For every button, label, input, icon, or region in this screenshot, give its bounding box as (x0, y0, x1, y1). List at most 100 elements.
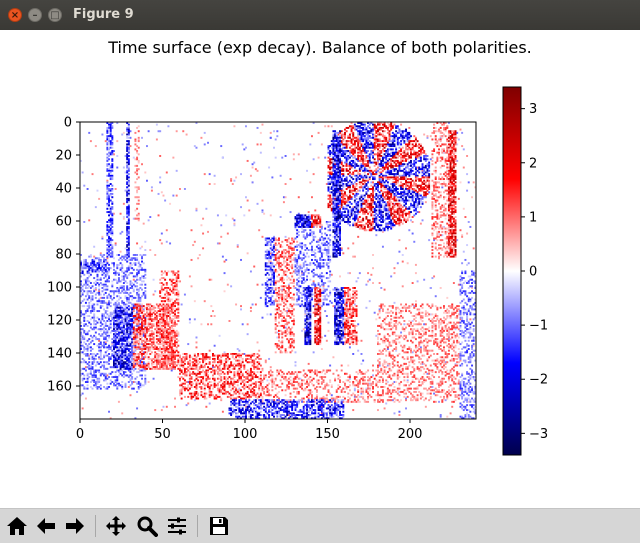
heatmap-cell (289, 178, 292, 181)
heatmap-cell (84, 262, 87, 265)
heatmap-cell (104, 265, 107, 268)
heatmap-cell (170, 280, 173, 283)
heatmap-cell (126, 232, 129, 235)
heatmap-cell (273, 235, 275, 238)
heatmap-cell (246, 199, 249, 202)
heatmap-cell (274, 328, 277, 331)
heatmap-cell (129, 361, 132, 364)
heatmap-cell (101, 316, 104, 319)
heatmap-cell (286, 296, 289, 299)
heatmap-cell (122, 217, 125, 220)
heatmap-cell (101, 313, 104, 316)
heatmap-cell (301, 222, 304, 225)
heatmap-cell (327, 295, 330, 298)
heatmap-cell (144, 379, 147, 382)
heatmap-cell (172, 278, 175, 281)
heatmap-cell (81, 265, 84, 268)
heatmap-cell (84, 354, 87, 357)
heatmap-cell (113, 278, 115, 281)
heatmap-cell (365, 128, 368, 131)
heatmap-cell (141, 341, 143, 344)
heatmap-cell (154, 316, 157, 319)
heatmap-cell (273, 273, 275, 276)
heatmap-cell (98, 263, 101, 266)
heatmap-cell (373, 136, 376, 139)
heatmap-cell (400, 136, 403, 139)
heatmap-cell (266, 280, 269, 283)
heatmap-cell (86, 353, 89, 355)
heatmap-cell (147, 348, 150, 350)
heatmap-cell (269, 291, 272, 294)
heatmap-cell (126, 338, 129, 341)
heatmap-cell (353, 303, 356, 306)
heatmap-cell (294, 361, 297, 364)
heatmap-cell (165, 305, 168, 308)
heatmap-cell (167, 336, 170, 339)
heatmap-cell (284, 265, 287, 268)
heatmap-cell (273, 239, 275, 242)
heatmap-cell (319, 285, 322, 288)
heatmap-cell (121, 275, 124, 278)
heatmap-cell (172, 194, 175, 197)
heatmap-cell (134, 262, 137, 265)
figure-canvas[interactable]: Time surface (exp decay). Balance of bot… (0, 30, 640, 508)
heatmap-cell (94, 331, 97, 334)
heatmap-cell (121, 313, 124, 316)
maximize-window-button[interactable]: □ (48, 8, 62, 22)
close-window-button[interactable]: × (8, 8, 22, 22)
heatmap-cell (144, 318, 147, 321)
heatmap-cell (122, 339, 125, 342)
heatmap-cell (372, 150, 374, 152)
heatmap-cell (160, 367, 163, 370)
heatmap-cell (103, 265, 106, 268)
heatmap-cell (411, 232, 414, 235)
minimize-window-button[interactable]: – (28, 8, 42, 22)
heatmap-cell (124, 354, 127, 357)
heatmap-cell (111, 311, 114, 314)
heatmap-cell (121, 255, 124, 258)
heatmap-cell (136, 353, 139, 355)
heatmap-cell (302, 234, 305, 237)
heatmap-cell (152, 331, 155, 334)
heatmap-cell (271, 288, 274, 291)
heatmap-cell (259, 151, 262, 154)
heatmap-cell (81, 351, 84, 354)
heatmap-cell (395, 126, 398, 129)
heatmap-cell (147, 318, 150, 321)
heatmap-cell (109, 169, 112, 172)
heatmap-cell (119, 308, 122, 311)
heatmap-cell (170, 346, 173, 349)
heatmap-cell (83, 305, 86, 308)
heatmap-cell (98, 377, 101, 380)
heatmap-cell (111, 262, 114, 265)
heatmap-cell (268, 257, 271, 260)
heatmap-cell (355, 125, 358, 128)
heatmap-cell (109, 212, 112, 215)
heatmap-cell (175, 293, 178, 296)
heatmap-cell (271, 245, 274, 248)
heatmap-cell (136, 323, 139, 326)
heatmap-cell (302, 254, 305, 256)
heatmap-cell (299, 257, 302, 260)
heatmap-cell (113, 376, 115, 379)
heatmap-cell (210, 278, 213, 281)
heatmap-cell (203, 173, 206, 176)
heatmap-cell (126, 346, 129, 349)
heatmap-cell (106, 288, 109, 291)
heatmap-cell (235, 176, 238, 179)
heatmap-cell (94, 364, 97, 367)
heatmap-cell (122, 291, 125, 294)
heatmap-cell (126, 329, 129, 332)
heatmap-cell (83, 324, 86, 327)
heatmap-cell (116, 341, 119, 344)
heatmap-cell (121, 351, 124, 354)
heatmap-cell (99, 346, 102, 349)
heatmap-cell (126, 207, 129, 210)
heatmap-cell (289, 328, 292, 331)
heatmap-cell (159, 290, 162, 293)
heatmap-cell (167, 362, 170, 365)
heatmap-cell (154, 346, 157, 349)
heatmap-cell (89, 323, 92, 326)
heatmap-cell (289, 329, 292, 332)
heatmap-cell (372, 282, 374, 284)
